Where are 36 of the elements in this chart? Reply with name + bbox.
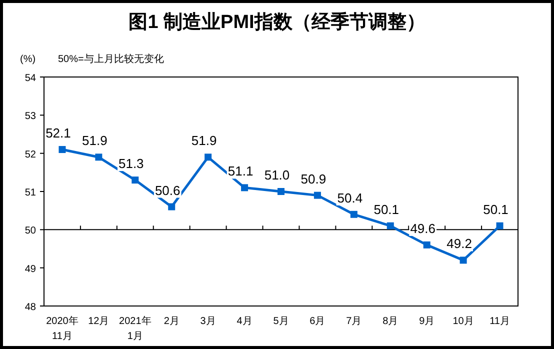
x-tick-label: 7月 bbox=[346, 316, 362, 327]
text: 52.1 bbox=[46, 126, 71, 141]
x-tick-label: 6月 bbox=[310, 316, 326, 327]
text: 51.9 bbox=[82, 133, 108, 148]
x-tick-label: 2020年 11月 bbox=[46, 315, 78, 342]
y-tick-label: 51 bbox=[24, 188, 36, 198]
y-tick-label: 53 bbox=[24, 111, 36, 122]
x-tick-label: 10月 bbox=[452, 316, 474, 327]
x-tick-label: 2021年 1月 bbox=[119, 315, 152, 342]
chart-title: 图1 制造业PMI指数（经季节调整） bbox=[128, 11, 426, 33]
y-tick-label: 54 bbox=[24, 73, 36, 84]
text: 49.2 bbox=[446, 236, 472, 252]
x-tick-label: 3月 bbox=[200, 316, 216, 327]
x-tick-label: 4月 bbox=[236, 316, 252, 327]
x-tick-label: 8月 bbox=[382, 316, 398, 327]
y-tick-label: 52 bbox=[24, 149, 36, 160]
y-tick-label: 48 bbox=[24, 302, 36, 313]
x-tick-label: 11月 bbox=[490, 316, 510, 327]
x-tick-label: 5月 bbox=[273, 316, 289, 327]
text: 50.1 bbox=[374, 202, 400, 217]
text: 51.1 bbox=[228, 164, 254, 179]
text: 51.9 bbox=[191, 133, 217, 148]
text: 49.6 bbox=[410, 220, 436, 236]
y-tick-label: 50 bbox=[24, 226, 36, 237]
text: 50.9 bbox=[300, 171, 326, 186]
text: 50.6 bbox=[154, 182, 180, 198]
text: 51.0 bbox=[264, 168, 290, 182]
y-axis-title: (%) bbox=[20, 54, 36, 65]
text: 50.1 bbox=[483, 202, 508, 217]
x-tick-label: 2月 bbox=[164, 316, 180, 327]
text: 50.4 bbox=[337, 190, 363, 206]
text: 50%=与上月比较无变化 bbox=[58, 53, 164, 65]
text: 51.3 bbox=[118, 156, 144, 172]
y-tick-label: 49 bbox=[24, 264, 36, 275]
x-tick-label: 9月 bbox=[419, 316, 435, 327]
x-tick-label: 12月 bbox=[88, 316, 110, 327]
